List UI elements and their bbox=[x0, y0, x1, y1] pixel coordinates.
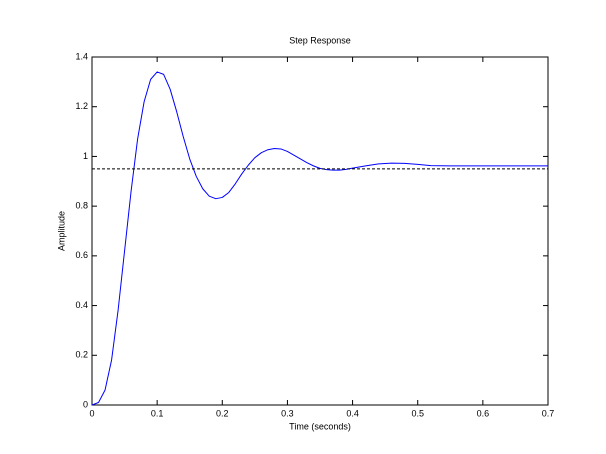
series-line bbox=[91, 71, 548, 406]
x-tick-label: 0.1 bbox=[151, 408, 164, 418]
y-tick-label: 0.6 bbox=[75, 250, 88, 260]
y-tick-label: 1.2 bbox=[75, 101, 88, 111]
x-tick-label: 0.3 bbox=[281, 408, 294, 418]
x-tick-label: 0.2 bbox=[216, 408, 229, 418]
x-axis-label: Time (seconds) bbox=[289, 421, 351, 431]
y-tick-label: 0.4 bbox=[75, 300, 88, 310]
chart-title: Step Response bbox=[289, 35, 351, 45]
x-tick-label: 0.5 bbox=[411, 408, 424, 418]
x-tick-label: 0.4 bbox=[346, 408, 359, 418]
y-tick-label: 0.2 bbox=[75, 350, 88, 360]
y-tick-label: 1 bbox=[83, 151, 88, 161]
plot-area bbox=[91, 56, 549, 406]
y-tick-label: 0.8 bbox=[75, 201, 88, 211]
y-axis-label: Amplitude bbox=[56, 211, 66, 251]
x-tick-label: 0.7 bbox=[542, 408, 555, 418]
y-tick-label: 1.4 bbox=[75, 51, 88, 61]
x-tick-label: 0 bbox=[89, 408, 94, 418]
y-tick-label: 0 bbox=[83, 399, 88, 409]
x-tick-label: 0.6 bbox=[477, 408, 490, 418]
